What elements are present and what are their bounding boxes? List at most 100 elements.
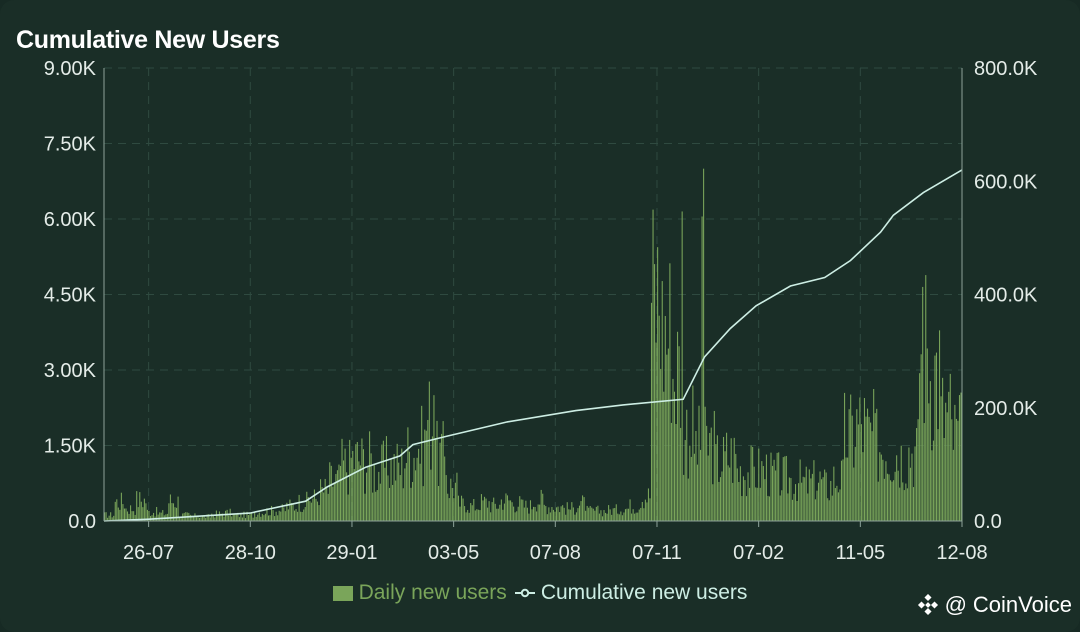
daily-bar (614, 508, 616, 521)
daily-bar (453, 498, 455, 521)
daily-bar (882, 459, 884, 521)
daily-bar (390, 459, 392, 521)
daily-bar (548, 507, 550, 521)
daily-bar (439, 442, 441, 521)
daily-bar (425, 430, 427, 521)
daily-bar (529, 500, 532, 521)
daily-bar (796, 500, 798, 521)
daily-bar (822, 477, 824, 521)
daily-bar (735, 453, 737, 521)
legend-item-line[interactable]: Cumulative new users (514, 581, 747, 605)
daily-bar (261, 513, 263, 521)
daily-bar (790, 478, 792, 521)
daily-bar (655, 342, 657, 521)
daily-bar (638, 509, 640, 521)
daily-bar (623, 512, 625, 521)
daily-bar (926, 348, 928, 521)
daily-bar (460, 495, 463, 521)
daily-bar (169, 494, 171, 521)
legend-label-bars: Daily new users (358, 581, 507, 604)
daily-bar (640, 507, 642, 521)
daily-bar (156, 506, 158, 521)
daily-bar (681, 211, 683, 521)
daily-bar (802, 476, 804, 521)
daily-bar (218, 511, 220, 521)
daily-bar (364, 493, 366, 521)
legend-item-bars[interactable]: Daily new users (332, 581, 507, 605)
daily-bar (277, 515, 279, 521)
daily-bar (726, 432, 728, 521)
daily-bar (171, 503, 173, 521)
daily-bar (824, 469, 826, 521)
daily-bar (503, 503, 505, 521)
daily-bar (176, 507, 178, 521)
daily-bar (177, 496, 179, 521)
daily-bar (459, 506, 461, 521)
daily-bar (114, 501, 116, 521)
daily-bar (479, 510, 481, 521)
daily-bar (939, 330, 941, 521)
daily-bar (343, 460, 345, 521)
daily-bar (566, 502, 568, 521)
daily-bar (575, 512, 577, 521)
daily-bar (462, 498, 464, 521)
daily-bar (399, 475, 401, 521)
daily-bar (627, 508, 630, 521)
daily-bar (133, 511, 135, 521)
daily-bar (948, 391, 950, 521)
daily-bar (225, 510, 227, 521)
daily-bar (427, 419, 429, 521)
daily-bar (111, 517, 113, 521)
daily-bar (557, 506, 559, 521)
daily-bar (876, 408, 878, 521)
daily-bar (382, 440, 384, 521)
y-right-tick-label: 0.0 (974, 511, 1002, 533)
daily-bar (257, 514, 259, 521)
daily-bar (568, 509, 570, 521)
daily-bar (960, 392, 962, 521)
daily-bar (830, 480, 832, 521)
daily-bar (641, 501, 643, 521)
x-tick-label: 11-05 (835, 542, 885, 564)
daily-bar (197, 517, 199, 521)
daily-bar (280, 511, 282, 521)
daily-bar (893, 480, 895, 521)
daily-bar (174, 507, 176, 521)
y-left-tick-label: 1.50K (44, 436, 97, 458)
daily-bar (601, 516, 604, 521)
daily-bar (647, 488, 649, 521)
daily-bar (565, 514, 567, 521)
daily-bar (267, 515, 270, 521)
daily-bar (912, 487, 915, 521)
daily-bar (756, 487, 758, 521)
daily-bar (271, 505, 273, 521)
daily-bar (781, 490, 783, 521)
daily-bar (828, 500, 830, 521)
daily-bar (615, 504, 617, 521)
daily-bar (810, 478, 812, 521)
daily-bar (142, 507, 144, 521)
daily-bar (457, 495, 459, 521)
daily-bar (269, 515, 271, 521)
daily-bar (249, 513, 251, 521)
daily-bar (500, 499, 502, 521)
daily-bar (358, 461, 360, 521)
daily-bar (189, 514, 191, 521)
daily-bar (422, 486, 424, 521)
daily-bar (344, 448, 346, 521)
daily-bar (172, 503, 175, 521)
daily-bar (231, 516, 233, 521)
daily-bar (744, 480, 746, 521)
daily-bar (162, 510, 164, 521)
daily-bar (293, 510, 296, 521)
daily-bar (278, 510, 280, 521)
daily-bar (430, 469, 432, 521)
daily-bar (471, 505, 473, 521)
daily-bar (847, 457, 849, 521)
daily-bar (787, 493, 789, 521)
daily-bar (410, 487, 412, 521)
daily-bar (180, 516, 182, 521)
daily-bar (502, 509, 504, 521)
daily-bar (393, 454, 395, 521)
daily-bar (597, 505, 599, 521)
